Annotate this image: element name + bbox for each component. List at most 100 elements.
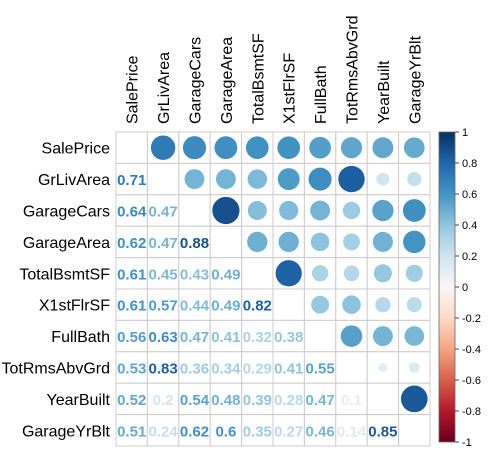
correlation-value-GarageCars-GrLivArea: 0.47 (148, 204, 177, 221)
grid-cell (209, 162, 243, 196)
correlation-circle-GrLivArea-YearBuilt (376, 172, 390, 186)
grid-cell (209, 225, 243, 259)
correlation-circle-GarageCars-YearBuilt (372, 199, 394, 222)
row-label-YearBuilt: YearBuilt (47, 392, 111, 409)
row-label-SalePrice: SalePrice (42, 141, 111, 158)
grid-cell (115, 194, 148, 227)
row-label-X1stFlrSF: X1stFlrSF (39, 298, 110, 315)
row-label-TotRmsAbvGrd: TotRmsAbvGrd (2, 361, 110, 378)
correlation-circle-GarageArea-X1stFlrSF (278, 231, 299, 253)
column-label-SalePrice: SalePrice (125, 55, 142, 124)
correlation-value-FullBath-X1stFlrSF: 0.38 (274, 329, 303, 346)
correlation-value-YearBuilt-GarageArea: 0.48 (211, 392, 240, 409)
grid-cell (209, 351, 243, 384)
correlation-circle-SalePrice-GarageCars (182, 136, 207, 160)
correlation-value-GarageYrBlt-SalePrice: 0.51 (117, 423, 146, 440)
correlation-circle-SalePrice-TotalBsmtSF (245, 136, 269, 160)
correlation-circle-GarageArea-YearBuilt (372, 231, 393, 252)
column-label-GarageYrBlt: GarageYrBlt (407, 35, 424, 124)
grid-cell (272, 319, 305, 353)
correlation-value-YearBuilt-FullBath: 0.47 (305, 392, 334, 409)
grid-cell (146, 414, 180, 447)
correlation-circle-GrLivArea-GarageYrBlt (407, 172, 422, 187)
grid-cell (146, 194, 180, 227)
grid-cell (303, 382, 337, 416)
correlation-value-GarageYrBlt-X1stFlrSF: 0.27 (274, 423, 303, 440)
grid-cell (335, 414, 368, 447)
correlation-value-X1stFlrSF-SalePrice: 0.61 (117, 298, 146, 315)
colorbar-tick-label: -1 (462, 437, 472, 449)
correlation-value-GarageArea-GarageCars: 0.88 (180, 235, 209, 252)
grid-cell (335, 351, 368, 384)
column-label-X1stFlrSF: X1stFlrSF (282, 53, 299, 124)
correlation-circle-X1stFlrSF-FullBath (311, 295, 330, 314)
row-label-GarageArea: GarageArea (23, 235, 110, 252)
correlation-value-TotRmsAbvGrd-FullBath: 0.55 (305, 361, 334, 378)
correlation-circle-GarageCars-GarageYrBlt (402, 199, 426, 222)
correlation-value-TotalBsmtSF-GarageArea: 0.49 (211, 266, 240, 283)
column-label-YearBuilt: YearBuilt (376, 60, 393, 124)
correlation-circle-GarageArea-TotalBsmtSF (247, 231, 268, 253)
correlation-circle-FullBath-YearBuilt (372, 326, 393, 347)
grid-cell (335, 382, 368, 416)
correlation-circle-X1stFlrSF-YearBuilt (375, 297, 391, 313)
correlation-circle-YearBuilt-GarageYrBlt (400, 385, 428, 413)
correlation-value-X1stFlrSF-TotalBsmtSF: 0.82 (243, 298, 272, 315)
correlation-circle-TotalBsmtSF-X1stFlrSF (275, 260, 302, 287)
correlation-circle-SalePrice-X1stFlrSF (277, 136, 301, 160)
grid-cell (178, 351, 211, 384)
grid-cell (241, 257, 274, 290)
correlation-circle-GarageArea-GarageYrBlt (403, 230, 426, 254)
correlation-value-YearBuilt-TotRmsAbvGrd: 0.1 (341, 392, 362, 409)
column-label-TotRmsAbvGrd: TotRmsAbvGrd (345, 16, 362, 124)
grid-cell (303, 319, 337, 353)
correlation-circle-GrLivArea-TotalBsmtSF (247, 169, 268, 189)
grid-cell (146, 257, 180, 290)
grid-cell (209, 288, 243, 321)
correlation-circle-SalePrice-FullBath (309, 136, 331, 159)
correlation-circle-TotalBsmtSF-TotRmsAbvGrd (343, 265, 360, 282)
correlation-value-TotRmsAbvGrd-X1stFlrSF: 0.41 (274, 361, 303, 378)
grid-cell (272, 414, 305, 447)
correlation-circle-GrLivArea-FullBath (308, 167, 332, 191)
colorbar-tick-label: -0.6 (462, 375, 481, 387)
correlation-circle-SalePrice-GarageArea (214, 136, 238, 160)
correlation-circle-SalePrice-TotRmsAbvGrd (340, 137, 363, 159)
column-label-FullBath: FullBath (313, 65, 330, 124)
grid-cell (398, 319, 431, 353)
correlation-value-YearBuilt-GarageCars: 0.54 (180, 392, 210, 409)
colorbar-tick-label: -0.2 (462, 313, 481, 325)
correlation-value-TotRmsAbvGrd-GarageArea: 0.34 (211, 361, 241, 378)
grid-cell (115, 225, 148, 259)
correlation-circle-SalePrice-GrLivArea (150, 135, 176, 160)
correlation-value-GarageYrBlt-GarageCars: 0.62 (180, 423, 209, 440)
correlation-circle-GarageCars-X1stFlrSF (279, 200, 299, 221)
correlation-value-TotRmsAbvGrd-TotalBsmtSF: 0.29 (243, 361, 272, 378)
grid-cell (209, 414, 243, 447)
correlation-value-GarageYrBlt-YearBuilt: 0.85 (368, 423, 397, 440)
correlation-value-GarageCars-SalePrice: 0.64 (117, 204, 147, 221)
grid-cell (241, 351, 274, 384)
correlation-circle-FullBath-GarageYrBlt (404, 326, 425, 346)
colorbar-tick-label: 1 (462, 127, 468, 139)
grid-cell (115, 319, 148, 353)
correlation-circle-SalePrice-GarageYrBlt (403, 137, 425, 159)
grid-cell (146, 351, 180, 384)
correlation-value-YearBuilt-GrLivArea: 0.2 (153, 392, 174, 409)
row-label-GrLivArea: GrLivArea (38, 172, 110, 189)
colorbar-tick-label: -0.8 (462, 406, 481, 418)
correlation-value-FullBath-GarageArea: 0.41 (211, 329, 240, 346)
grid-cell (272, 288, 305, 321)
grid-cell (272, 351, 305, 384)
correlation-circle-GarageCars-TotRmsAbvGrd (342, 201, 361, 220)
colorbar-tick-label: -0.4 (462, 344, 481, 356)
correlation-circle-GrLivArea-TotRmsAbvGrd (338, 165, 365, 193)
correlation-circle-GrLivArea-X1stFlrSF (277, 168, 300, 191)
column-label-TotalBsmtSF: TotalBsmtSF (250, 33, 267, 124)
correlation-value-YearBuilt-TotalBsmtSF: 0.39 (243, 392, 272, 409)
row-label-GarageCars: GarageCars (23, 204, 110, 221)
grid-cell (366, 414, 400, 447)
correlation-value-TotRmsAbvGrd-SalePrice: 0.53 (117, 361, 146, 378)
grid-cell (366, 382, 400, 416)
grid-cell (178, 194, 211, 227)
